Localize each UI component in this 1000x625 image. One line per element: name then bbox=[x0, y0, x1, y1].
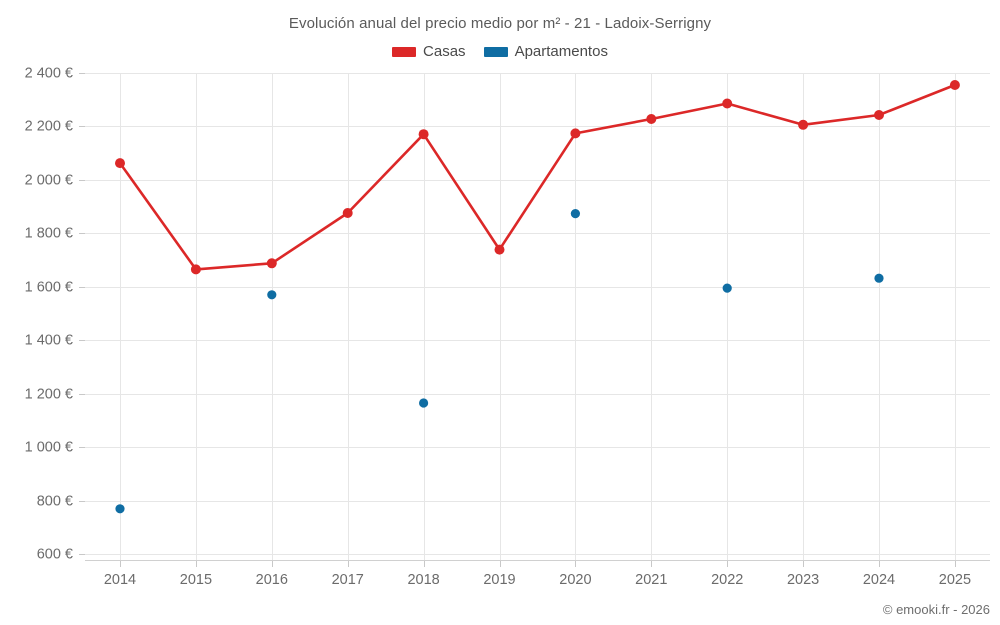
x-axis-labels: 2014 2015 2016 2017 2018 2019 2020 2021 2022 2023… bbox=[104, 572, 971, 588]
credit-text: © emooki.fr - 2026 bbox=[882, 602, 990, 617]
legend-label-casas: Casas bbox=[423, 43, 466, 60]
data-point-casas-2020[interactable] bbox=[570, 128, 581, 139]
y-tick-label: 600 € bbox=[37, 546, 73, 562]
legend-item-casas[interactable]: Casas bbox=[392, 44, 466, 59]
data-point-casas-2024[interactable] bbox=[874, 110, 884, 120]
chart-title: Evolución anual del precio medio por m² … bbox=[288, 15, 712, 32]
chart-legend: Casas Apartamentos bbox=[0, 44, 1000, 59]
data-point-apartamentos-2014[interactable] bbox=[115, 504, 125, 514]
data-series-layer bbox=[115, 80, 960, 514]
x-tick-label: 2023 bbox=[787, 572, 819, 588]
data-point-casas-2017[interactable] bbox=[342, 208, 353, 218]
x-tick-label: 2020 bbox=[559, 572, 591, 588]
data-point-casas-2021[interactable] bbox=[646, 114, 657, 124]
x-tick-label: 2024 bbox=[863, 572, 895, 588]
data-point-casas-2014[interactable] bbox=[115, 158, 125, 169]
data-point-casas-2016[interactable] bbox=[266, 258, 277, 269]
series-line-casas bbox=[118, 83, 957, 271]
y-tick-label: 1 000 € bbox=[25, 439, 73, 455]
data-point-apartamentos-2024[interactable] bbox=[874, 273, 884, 283]
data-point-apartamentos-2016[interactable] bbox=[267, 290, 277, 300]
y-tick-label: 1 800 € bbox=[25, 225, 73, 241]
x-tick-label: 2018 bbox=[407, 572, 439, 588]
data-point-casas-2022[interactable] bbox=[722, 98, 733, 109]
y-tick-label: 800 € bbox=[37, 493, 73, 509]
x-tick-label: 2025 bbox=[939, 572, 971, 588]
x-tick-label: 2022 bbox=[711, 572, 743, 588]
y-tick-label: 2 400 € bbox=[25, 65, 73, 81]
x-tick-label: 2015 bbox=[180, 572, 212, 588]
legend-label-apartamentos: Apartamentos bbox=[514, 43, 608, 60]
x-tick-label: 2019 bbox=[483, 572, 515, 588]
y-tick-label: 2 200 € bbox=[25, 118, 73, 134]
y-tick-label: 1 600 € bbox=[25, 279, 73, 295]
x-gridlines bbox=[120, 73, 956, 560]
y-tick-label: 1 400 € bbox=[25, 332, 73, 348]
x-tick-label: 2014 bbox=[104, 572, 136, 588]
y-tick-label: 1 200 € bbox=[25, 386, 73, 402]
y-tick-marks bbox=[79, 73, 85, 555]
data-point-casas-2025[interactable] bbox=[949, 80, 960, 90]
x-tick-label: 2021 bbox=[635, 572, 667, 588]
data-point-apartamentos-2020[interactable] bbox=[570, 209, 581, 219]
x-tick-marks bbox=[120, 560, 956, 567]
data-point-casas-2023[interactable] bbox=[798, 119, 809, 130]
data-point-apartamentos-2018[interactable] bbox=[419, 398, 429, 408]
legend-item-apartamentos[interactable]: Apartamentos bbox=[483, 43, 608, 60]
y-axis-labels: 600 € 800 € 1 000 € 1 200 € 1 400 € 1 600 € 1 … bbox=[25, 65, 73, 562]
data-point-apartamentos-2022[interactable] bbox=[722, 283, 732, 293]
legend-swatch-apartamentos bbox=[483, 46, 508, 57]
x-tick-label: 2017 bbox=[332, 572, 364, 588]
legend-swatch-casas bbox=[392, 46, 417, 57]
data-point-casas-2019[interactable] bbox=[494, 244, 505, 255]
data-point-casas-2018[interactable] bbox=[418, 129, 429, 140]
y-gridlines bbox=[85, 73, 990, 555]
y-tick-label: 2 000 € bbox=[25, 172, 73, 188]
data-point-casas-2015[interactable] bbox=[190, 264, 201, 275]
x-tick-label: 2016 bbox=[256, 572, 288, 588]
